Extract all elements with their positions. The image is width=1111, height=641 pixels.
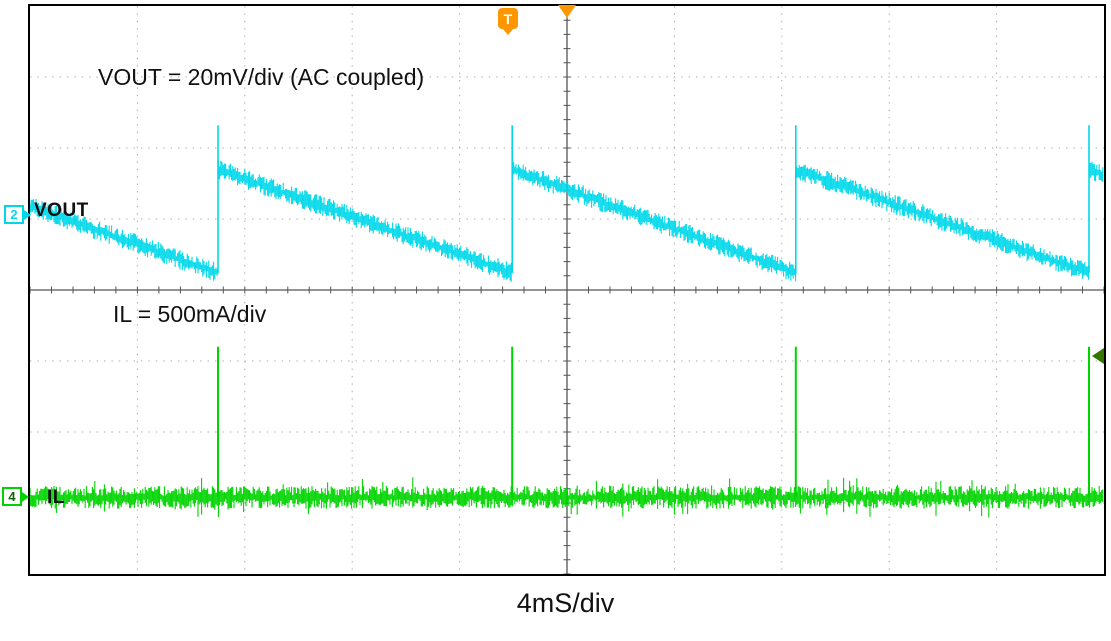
trigger-t-flag-icon: T <box>497 8 518 29</box>
channel-2-badge: 2 <box>4 205 24 225</box>
channel-4-badge: 4 <box>2 487 22 507</box>
il-scale-annotation: IL = 500mA/div <box>113 301 267 327</box>
scope-graticule <box>28 4 1106 576</box>
vout-scale-annotation: VOUT = 20mV/div (AC coupled) <box>98 64 425 90</box>
waveform-plot <box>30 6 1104 574</box>
vout-trace-label: VOUT <box>34 200 89 221</box>
timebase-label: 4mS/div <box>516 588 615 618</box>
trigger-position-triangle-icon <box>558 5 576 18</box>
channel-2-arrow-icon <box>24 210 31 221</box>
channel-4-arrow-icon <box>22 492 29 503</box>
trigger-level-arrow-icon <box>1092 348 1104 365</box>
il-trace-label: IL <box>47 487 65 508</box>
